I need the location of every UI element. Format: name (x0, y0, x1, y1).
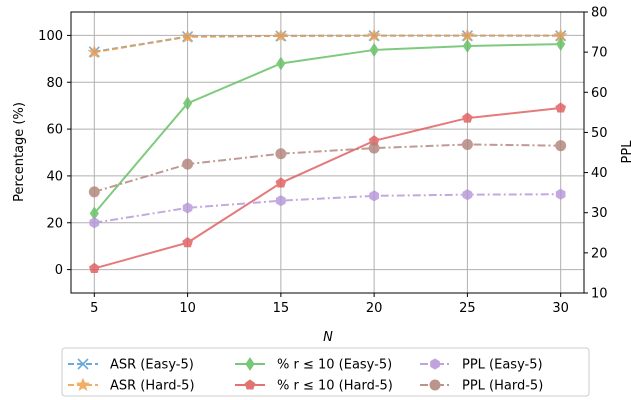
data-point (89, 217, 100, 229)
data-point (182, 202, 193, 214)
grid (71, 12, 584, 293)
data-point (182, 237, 193, 248)
y-left-tick-label: 100 (38, 29, 63, 44)
series-0 (88, 30, 567, 58)
y-axis-left-title: Percentage (%) (12, 102, 27, 202)
x-tick-label: 30 (552, 301, 569, 316)
x-tick-label: 5 (90, 301, 98, 316)
legend-label: PPL (Hard-5) (462, 379, 543, 394)
x-axis: 5 10 15 20 25 30 (90, 293, 569, 316)
y-right-tick-label: 20 (591, 246, 608, 261)
data-point (275, 177, 287, 188)
data-point (367, 28, 382, 42)
series-line (93, 43, 561, 215)
legend-swatch (420, 358, 450, 370)
legend-label: % r ≤ 10 (Hard-5) (277, 379, 393, 394)
data-point (369, 190, 379, 202)
x-axis-title: N (323, 330, 333, 345)
x-tick-label: 10 (179, 301, 196, 316)
legend-label: ASR (Hard-5) (110, 379, 195, 394)
y-left-tick-label: 80 (46, 76, 63, 91)
series-1 (87, 28, 568, 59)
plot-frame (70, 11, 585, 294)
data-point (182, 158, 194, 170)
y-axis-right: 10 20 30 40 50 60 70 80 (584, 6, 608, 302)
legend-label: PPL (Easy-5) (462, 358, 543, 373)
x-tick-label: 25 (459, 301, 476, 316)
data-point (273, 28, 288, 42)
series-4 (89, 188, 566, 229)
legend-swatch (68, 358, 98, 370)
y-left-tick-label: 0 (55, 263, 63, 278)
data-point (276, 56, 286, 71)
data-point (180, 29, 195, 43)
data-point (275, 148, 287, 160)
series-5 (88, 138, 567, 198)
x-tick-label: 20 (366, 301, 383, 316)
legend-marker (245, 357, 255, 371)
legend-box (61, 347, 590, 397)
data-point (462, 112, 473, 123)
series-layer (87, 28, 568, 273)
y-axis-left: 0 20 40 60 80 100 (38, 29, 71, 278)
series-line (94, 34, 561, 53)
legend-swatch (68, 377, 98, 391)
y-right-tick-label: 60 (591, 86, 608, 101)
data-point (88, 186, 100, 198)
y-right-tick-label: 10 (591, 287, 608, 302)
legend-label: ASR (Easy-5) (110, 358, 194, 373)
legend-marker (77, 358, 89, 370)
data-point (88, 262, 100, 273)
legend-swatch (235, 357, 265, 371)
y-right-tick-label: 80 (591, 6, 608, 21)
y-axis-right-title: PPL (620, 140, 631, 164)
y-right-tick-label: 70 (591, 46, 608, 61)
series-line (94, 143, 561, 193)
legend-marker (429, 379, 441, 391)
y-right-tick-label: 50 (591, 126, 608, 141)
data-point (461, 138, 473, 150)
legend-label: % r ≤ 10 (Easy-5) (277, 358, 392, 373)
data-point (460, 28, 475, 42)
data-point (462, 189, 473, 201)
y-left-tick-label: 60 (46, 123, 63, 138)
legend-marker (76, 377, 90, 391)
data-point (182, 96, 193, 111)
legend-swatch (420, 379, 450, 391)
y-left-tick-label: 40 (46, 169, 63, 184)
data-point (555, 102, 567, 113)
data-point (556, 37, 566, 51)
legend-swatch (235, 379, 265, 390)
data-point (87, 44, 102, 59)
y-right-tick-label: 40 (591, 166, 608, 181)
data-point (555, 188, 566, 200)
series-3 (88, 102, 567, 273)
x-tick-label: 15 (273, 301, 290, 316)
legend: ASR (Easy-5) ASR (Hard-5) % r ≤ 10 (Easy-5… (61, 347, 590, 397)
data-point (276, 195, 286, 207)
series-2 (89, 37, 566, 221)
series-line (94, 193, 561, 224)
legend-marker (244, 379, 256, 390)
y-left-tick-label: 20 (46, 216, 63, 231)
series-line (94, 107, 561, 270)
data-point (462, 39, 473, 53)
data-point (555, 140, 567, 152)
legend-marker (430, 358, 440, 370)
series-line (94, 34, 561, 54)
data-point (369, 43, 379, 57)
y-right-tick-label: 30 (591, 206, 608, 221)
data-point (368, 142, 380, 154)
